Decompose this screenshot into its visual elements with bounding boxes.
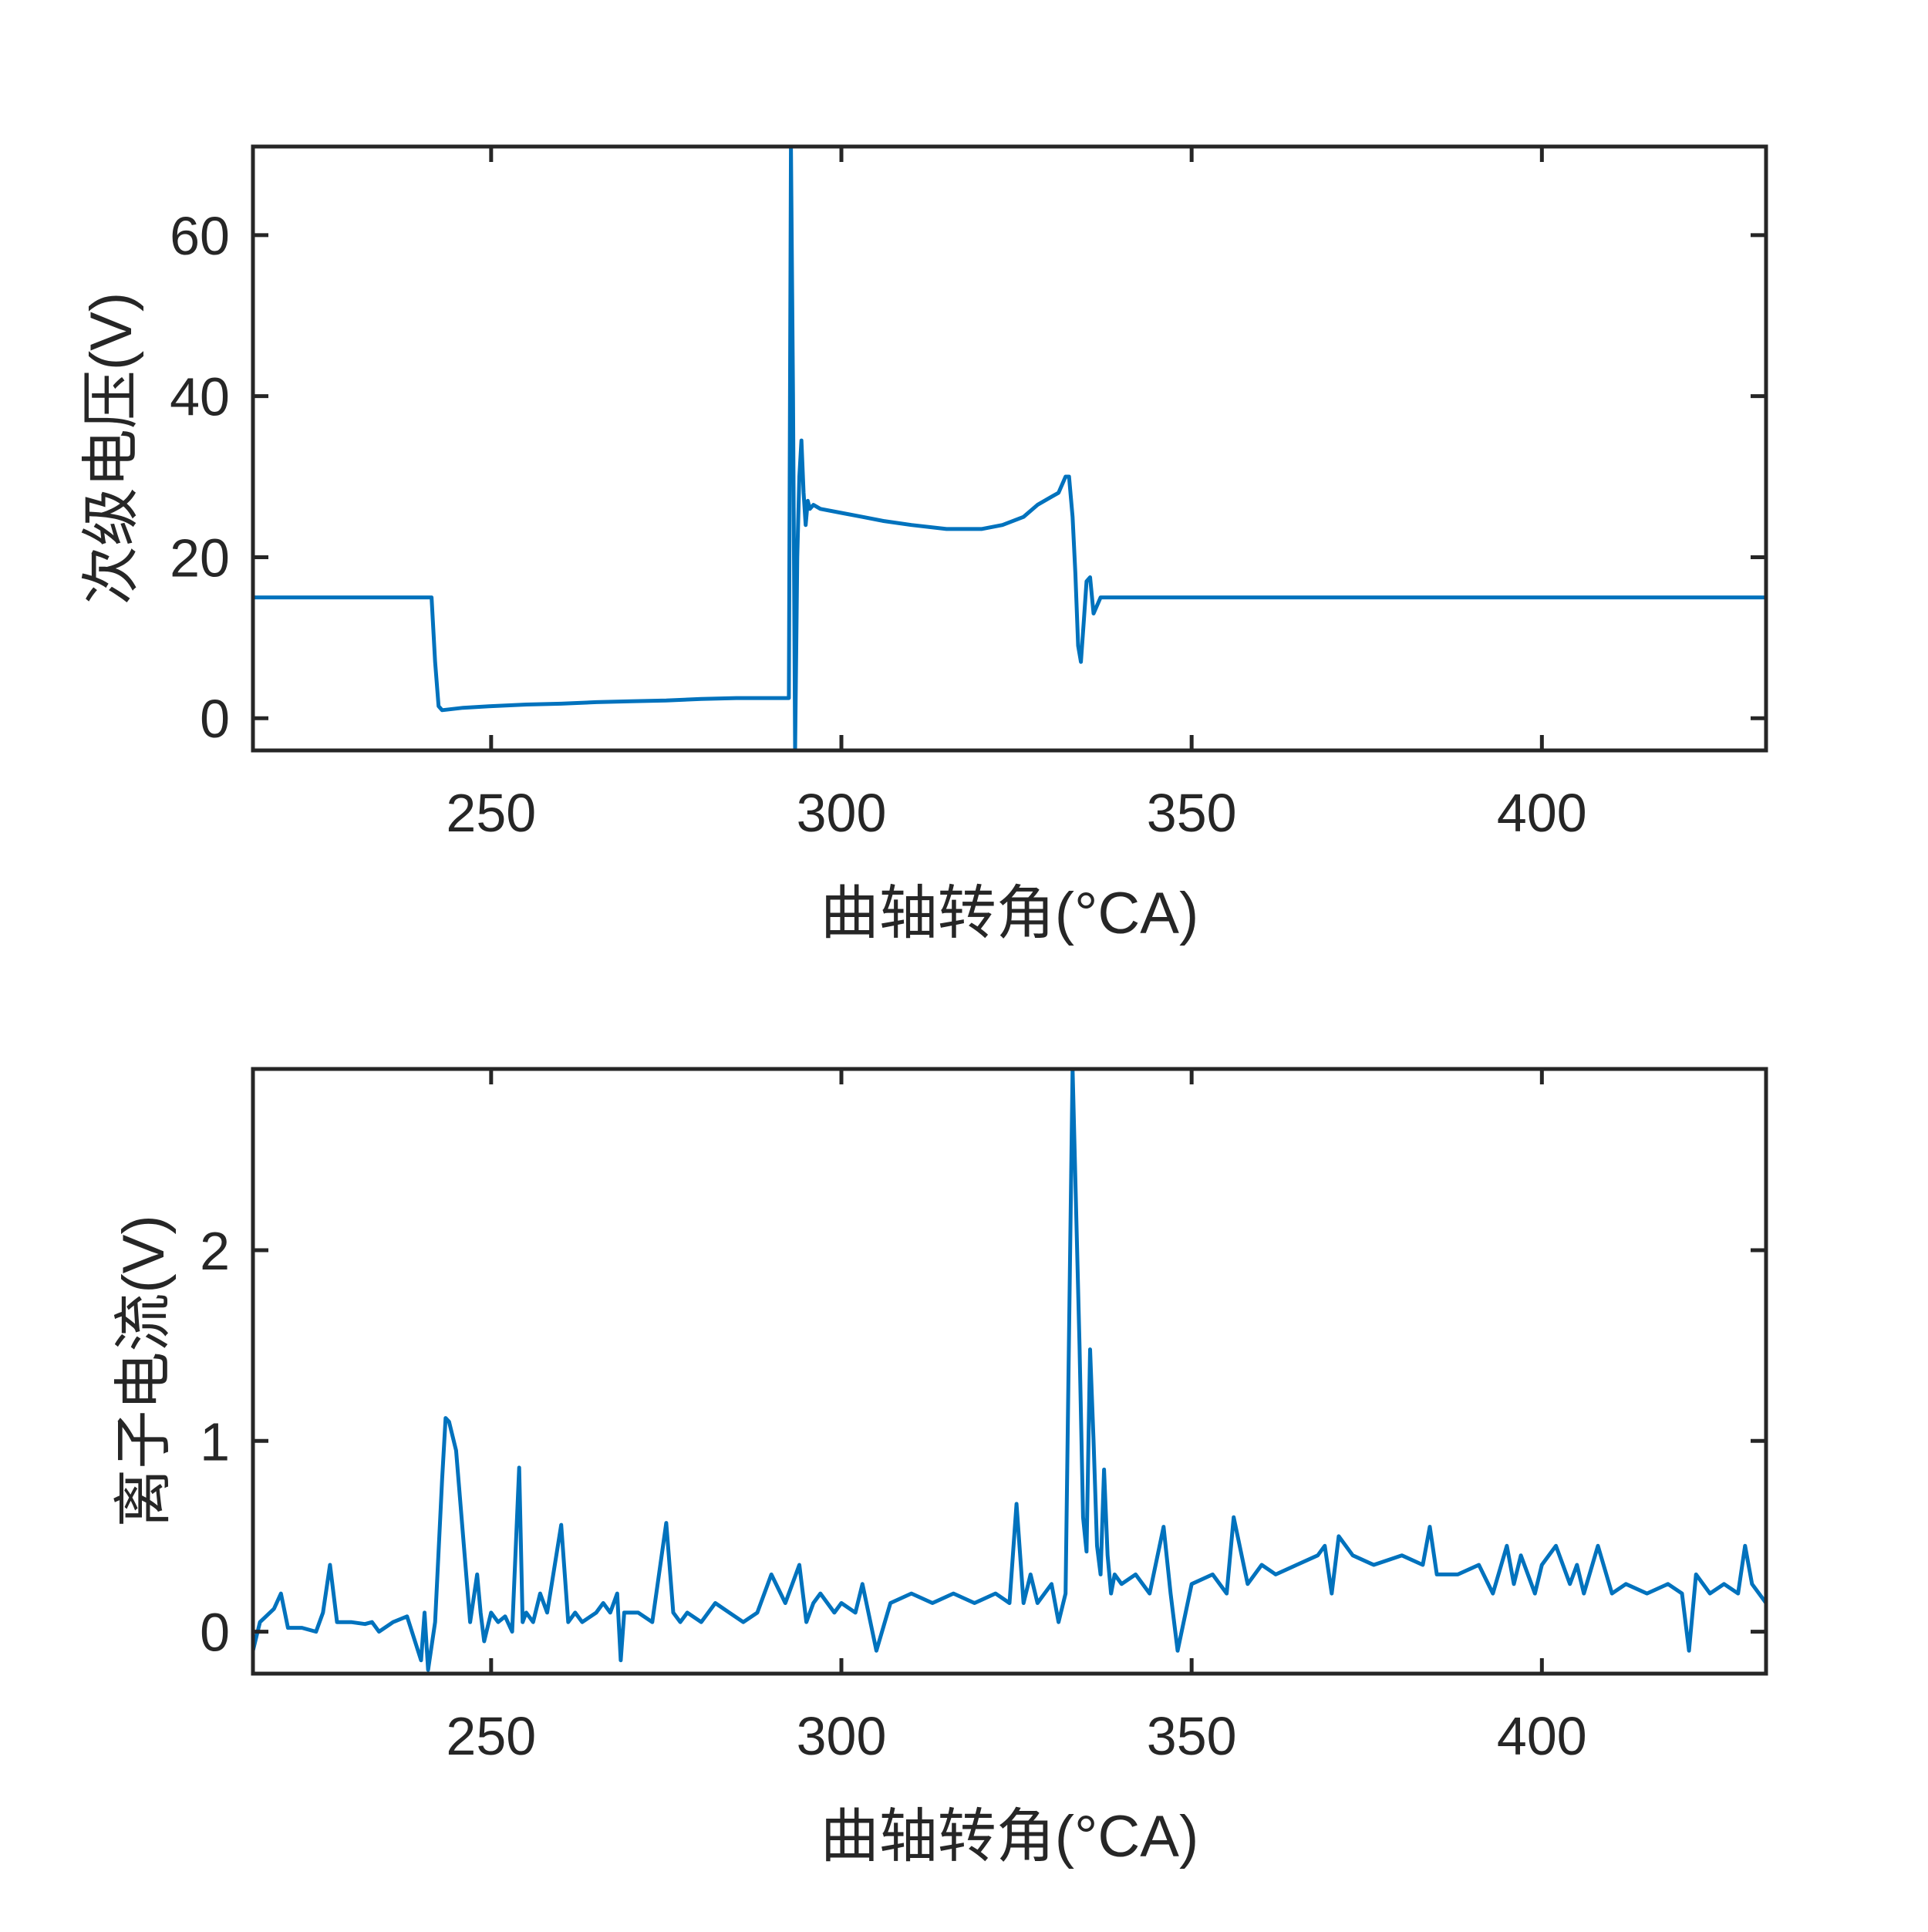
ion-current-x-tick-label: 250 <box>446 1706 536 1766</box>
ion-current-x-tick-label: 400 <box>1497 1706 1587 1766</box>
voltage-x-tick-label: 350 <box>1147 783 1237 843</box>
ion-current-y-tick-label: 0 <box>200 1603 230 1663</box>
ion-current-y-axis-label: 离子电流(V) <box>111 1215 177 1527</box>
voltage-y-tick-label: 40 <box>170 367 230 427</box>
ion-current-x-tick-label: 300 <box>797 1706 887 1766</box>
voltage-y-axis-label: 次级电压(V) <box>79 292 144 605</box>
voltage-series-line <box>253 147 1766 750</box>
voltage-y-tick-label: 20 <box>170 528 230 588</box>
ion-current-y-tick-label: 2 <box>200 1221 230 1281</box>
ion-current-x-axis-label: 曲轴转角(°CA) <box>821 1804 1199 1870</box>
voltage-x-axis-label: 曲轴转角(°CA) <box>821 881 1199 946</box>
ion-current-series-line <box>253 1069 1766 1672</box>
ion-current-x-tick-label: 350 <box>1147 1706 1237 1766</box>
ion-current-axes-frame <box>251 1067 1768 1676</box>
voltage-y-tick-label: 0 <box>200 689 230 749</box>
ion-current-chart-panel: 250 300 350 400 0 1 2 曲轴转角(°CA) 离子电流(V) <box>111 1067 1768 1870</box>
voltage-x-tick-label: 400 <box>1497 783 1587 843</box>
ion-current-y-tick-label: 1 <box>200 1411 230 1472</box>
voltage-chart-panel: 250 300 350 400 0 20 40 60 曲轴转角(°CA) 次级电压(V) <box>79 144 1768 946</box>
voltage-x-tick-label: 250 <box>446 783 536 843</box>
voltage-y-tick-label: 60 <box>170 206 230 266</box>
voltage-axes-frame <box>251 144 1768 753</box>
voltage-x-tick-label: 300 <box>797 783 887 843</box>
